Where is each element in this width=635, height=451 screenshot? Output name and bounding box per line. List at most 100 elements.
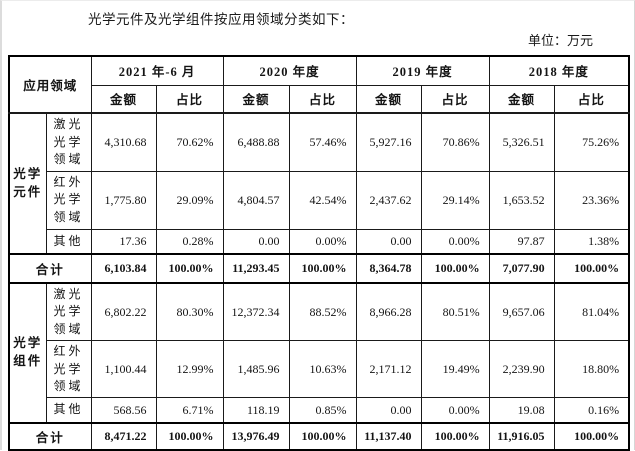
total-ratio-cell: 100.00%	[288, 253, 357, 284]
ratio-cell: 6.71%	[155, 397, 224, 424]
amount-cell: 1,100.44	[90, 340, 157, 399]
ratio-cell: 0.00%	[420, 228, 490, 255]
ratio-cell: 29.14%	[420, 170, 490, 230]
page-title: 光学元件及光学组件按应用领域分类如下：	[88, 12, 354, 27]
total-amount-cell: 6,103.84	[90, 253, 157, 284]
amount-cell: 2,239.90	[488, 340, 555, 399]
ratio-cell: 29.09%	[155, 170, 224, 230]
unit-label: 单位：万元	[527, 33, 593, 48]
ratio-cell: 0.28%	[155, 228, 224, 255]
row-label: 激光光学领域	[45, 282, 92, 342]
amount-cell: 1,775.80	[90, 170, 157, 230]
period-header: 2019 年度	[355, 55, 490, 86]
amount-header: 金额	[488, 84, 555, 114]
ratio-cell: 0.00%	[288, 228, 357, 255]
total-ratio-cell: 100.00%	[288, 421, 357, 451]
amount-cell: 0.00	[355, 228, 422, 255]
total-ratio-cell: 100.00%	[553, 253, 630, 284]
ratio-cell: 75.26%	[553, 112, 630, 172]
total-ratio-cell: 100.00%	[155, 421, 224, 451]
amount-cell: 0.00	[355, 397, 422, 424]
category-cell: 光学组件	[8, 282, 47, 424]
ratio-cell: 0.00%	[420, 397, 490, 424]
amount-cell: 1,653.52	[488, 170, 555, 230]
amount-cell: 568.56	[90, 397, 157, 424]
amount-cell: 2,437.62	[355, 170, 422, 230]
total-ratio-cell: 100.00%	[420, 253, 490, 284]
amount-cell: 6,802.22	[90, 282, 157, 342]
amount-cell: 6,488.88	[222, 112, 290, 172]
table-row: 红外光学领域 1,775.80 29.09% 4,804.57 42.54% 2…	[9, 170, 630, 230]
header-row-periods: 应用领域 2021 年-6 月 2020 年度 2019 年度 2018 年度	[8, 55, 630, 114]
total-ratio-cell: 100.00%	[553, 421, 630, 451]
amount-cell: 17.36	[90, 228, 157, 255]
header-row-measures: 金额 占比 金额 占比 金额 占比 金额 占比	[9, 84, 630, 114]
application-field-table: 应用领域 2021 年-6 月 2020 年度 2019 年度 2018 年度 …	[8, 55, 631, 451]
ratio-cell: 42.54%	[288, 170, 357, 230]
total-amount-cell: 7,077.90	[488, 253, 555, 284]
row-label: 其他	[45, 397, 92, 424]
amount-cell: 19.08	[488, 397, 555, 424]
amount-cell: 5,927.16	[355, 112, 422, 172]
row-label: 红外光学领域	[45, 170, 92, 230]
ratio-cell: 23.36%	[553, 170, 630, 230]
amount-cell: 12,372.34	[222, 282, 290, 342]
ratio-cell: 0.16%	[553, 397, 630, 424]
ratio-cell: 70.86%	[420, 112, 490, 172]
period-header: 2018 年度	[488, 55, 630, 86]
row-label: 激光光学领域	[45, 112, 92, 172]
amount-cell: 1,485.96	[222, 340, 290, 399]
ratio-cell: 10.63%	[288, 340, 357, 399]
ratio-header: 占比	[155, 84, 224, 114]
amount-cell: 118.19	[222, 397, 290, 424]
amount-header: 金额	[90, 84, 157, 114]
table-row: 红外光学领域 1,100.44 12.99% 1,485.96 10.63% 2…	[9, 340, 630, 399]
period-header: 2021 年-6 月	[90, 55, 224, 86]
ratio-cell: 18.80%	[553, 340, 630, 399]
table-row: 光学元件 激光光学领域 4,310.68 70.62% 6,488.88 57.…	[8, 112, 630, 255]
total-label: 合计	[8, 421, 92, 451]
ratio-cell: 70.62%	[155, 112, 224, 172]
ratio-cell: 19.49%	[420, 340, 490, 399]
amount-header: 金额	[355, 84, 422, 114]
amount-cell: 0.00	[222, 228, 290, 255]
ratio-header: 占比	[553, 84, 630, 114]
amount-cell: 8,966.28	[355, 282, 422, 342]
total-row: 合计 6,103.84 100.00% 11,293.45 100.00% 8,…	[8, 253, 630, 284]
amount-cell: 5,326.51	[488, 112, 555, 172]
total-amount-cell: 8,471.22	[90, 421, 157, 451]
row-label: 红外光学领域	[45, 340, 92, 399]
total-amount-cell: 13,976.49	[222, 421, 290, 451]
ratio-cell: 80.30%	[155, 282, 224, 342]
total-ratio-cell: 100.00%	[420, 421, 490, 451]
total-row: 合计 8,471.22 100.00% 13,976.49 100.00% 11…	[8, 421, 630, 451]
category-cell: 光学元件	[8, 112, 47, 255]
total-label: 合计	[8, 253, 92, 284]
amount-cell: 97.87	[488, 228, 555, 255]
amount-header: 金额	[222, 84, 290, 114]
total-amount-cell: 11,916.05	[488, 421, 555, 451]
total-amount-cell: 11,293.45	[222, 253, 290, 284]
period-header: 2020 年度	[222, 55, 357, 86]
ratio-cell: 57.46%	[288, 112, 357, 172]
amount-cell: 2,171.12	[355, 340, 422, 399]
total-ratio-cell: 100.00%	[155, 253, 224, 284]
ratio-cell: 88.52%	[288, 282, 357, 342]
ratio-cell: 80.51%	[420, 282, 490, 342]
table-row: 光学组件 激光光学领域 6,802.22 80.30% 12,372.34 88…	[8, 282, 630, 424]
ratio-header: 占比	[288, 84, 357, 114]
total-amount-cell: 11,137.40	[355, 421, 422, 451]
row-label: 其他	[45, 228, 92, 255]
amount-cell: 9,657.06	[488, 282, 555, 342]
corner-header: 应用领域	[8, 55, 92, 114]
ratio-cell: 81.04%	[553, 282, 630, 342]
table-row: 其他 17.36 0.28% 0.00 0.00% 0.00 0.00% 97.…	[9, 228, 630, 255]
ratio-cell: 1.38%	[553, 228, 630, 255]
total-amount-cell: 8,364.78	[355, 253, 422, 284]
ratio-cell: 12.99%	[155, 340, 224, 399]
table-row: 其他 568.56 6.71% 118.19 0.85% 0.00 0.00% …	[9, 397, 630, 424]
ratio-cell: 0.85%	[288, 397, 357, 424]
amount-cell: 4,310.68	[90, 112, 157, 172]
amount-cell: 4,804.57	[222, 170, 290, 230]
ratio-header: 占比	[420, 84, 490, 114]
